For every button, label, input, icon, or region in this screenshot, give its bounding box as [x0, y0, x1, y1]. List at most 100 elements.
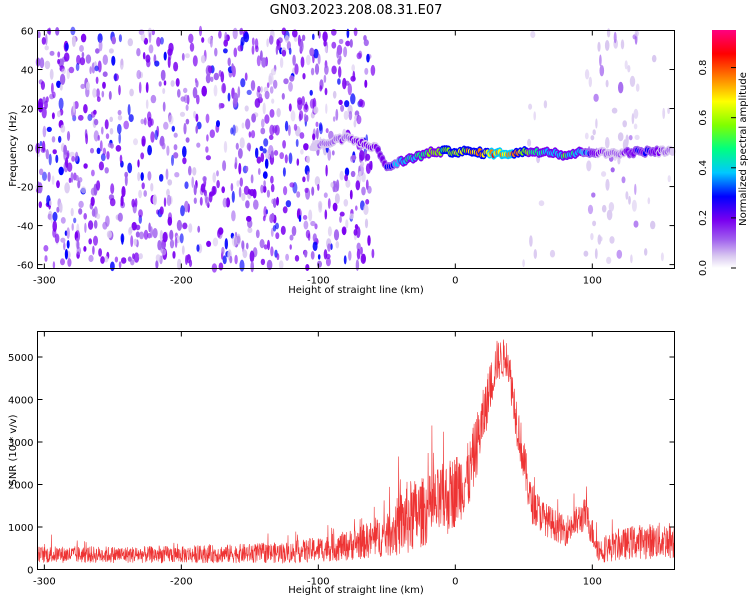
heatmap-cell — [263, 244, 268, 250]
heatmap-cell — [365, 153, 371, 161]
heatmap-cell — [238, 162, 242, 175]
y-tick-label: 40 — [21, 66, 34, 77]
heatmap-cell — [80, 83, 86, 89]
heatmap-cell — [335, 108, 339, 121]
heatmap-cell — [244, 72, 248, 81]
heatmap-cell — [370, 64, 376, 76]
heatmap-cell — [109, 128, 114, 135]
heatmap-cell — [313, 106, 319, 114]
heatmap-cell — [317, 183, 320, 191]
heatmap-cell — [128, 226, 133, 234]
heatmap-cell — [338, 38, 344, 45]
heatmap-cell — [338, 99, 343, 105]
heatmap-cell — [150, 94, 157, 104]
heatmap-cell — [657, 28, 663, 36]
heatmap-cell — [667, 107, 670, 115]
heatmap-cell — [151, 29, 155, 36]
heatmap-cell — [102, 54, 109, 66]
heatmap-cell — [634, 30, 639, 37]
heatmap-cell — [85, 81, 90, 91]
heatmap-cell — [192, 167, 197, 176]
heatmap-cell — [353, 229, 358, 236]
heatmap-cell — [39, 168, 44, 176]
heatmap-cell — [605, 178, 610, 191]
heatmap-cell — [627, 65, 631, 73]
heatmap-cell — [196, 121, 202, 130]
heatmap-cell — [257, 85, 261, 93]
heatmap-cell — [260, 86, 263, 93]
heatmap-cell — [317, 53, 321, 65]
heatmap-cell — [584, 132, 589, 140]
heatmap-cell — [83, 246, 87, 252]
heatmap-cell — [51, 82, 54, 94]
snr-y-label: SNR (10 * v/v) — [8, 414, 19, 485]
heatmap-cell — [342, 77, 347, 90]
figure-title: GN03.2023.208.08.31.E07 — [270, 3, 443, 18]
heatmap-cell — [333, 183, 339, 193]
y-tick-label: -60 — [17, 261, 33, 272]
heatmap-cell — [48, 153, 52, 166]
heatmap-cell — [117, 212, 123, 222]
heatmap-cell — [306, 155, 311, 164]
heatmap-cell — [278, 260, 284, 270]
heatmap-cell — [361, 186, 366, 196]
heatmap-cell — [262, 171, 268, 179]
spectrogram-y-axis: 60 40 20 0 -20 -40 -60 — [17, 27, 675, 272]
heatmap-cell — [196, 244, 200, 252]
heatmap-cell — [631, 113, 635, 125]
heatmap-cell — [630, 254, 633, 264]
heatmap-cell — [281, 49, 287, 57]
heatmap-cell — [590, 135, 595, 141]
heatmap-cell — [54, 233, 60, 244]
heatmap-cell — [533, 249, 537, 259]
heatmap-cell — [234, 254, 238, 265]
heatmap-cell — [344, 167, 350, 177]
heatmap-cell — [343, 110, 349, 120]
heatmap-cell — [138, 81, 142, 94]
heatmap-cell — [255, 229, 260, 239]
heatmap-cell — [223, 141, 228, 153]
heatmap-cell — [127, 38, 133, 47]
heatmap-cell — [584, 81, 588, 88]
y-tick-label: 0 — [27, 566, 33, 577]
heatmap-cell — [651, 47, 655, 55]
heatmap-cell — [78, 208, 83, 215]
heatmap-cell — [38, 201, 42, 209]
heatmap-cell — [633, 220, 639, 228]
heatmap-cell — [345, 40, 351, 47]
heatmap-cell — [132, 253, 135, 260]
heatmap-cell — [610, 167, 615, 173]
heatmap-cell — [46, 126, 52, 132]
heatmap-cell — [611, 107, 618, 114]
heatmap-cell — [583, 250, 589, 257]
y-tick-label: -40 — [17, 222, 33, 233]
heatmap-cell — [290, 110, 296, 122]
heatmap-cell — [39, 141, 43, 147]
heatmap-cell — [83, 213, 87, 220]
heatmap-cell — [52, 211, 58, 222]
heatmap-cell — [627, 246, 634, 252]
heatmap-cell — [205, 146, 209, 153]
heatmap-cell — [143, 229, 149, 240]
heatmap-cell — [644, 248, 648, 256]
heatmap-cell — [244, 105, 249, 112]
colorbar-tick-label: 0.4 — [698, 160, 709, 176]
heatmap-cell — [105, 133, 110, 140]
heatmap-cell — [216, 170, 219, 177]
heatmap-cell — [157, 240, 162, 251]
heatmap-cell — [102, 221, 108, 230]
heatmap-cell — [200, 55, 206, 64]
heatmap-cell — [268, 134, 274, 140]
heatmap-cell — [196, 142, 201, 148]
heatmap-cell — [232, 124, 236, 136]
heatmap-cell — [191, 176, 194, 188]
heatmap-cell — [275, 222, 279, 230]
heatmap-cell — [310, 67, 315, 76]
heatmap-cell — [264, 158, 269, 169]
heatmap-cell — [127, 162, 133, 174]
heatmap-cell — [197, 225, 201, 233]
heatmap-cell — [343, 255, 347, 265]
heatmap-cell — [280, 225, 286, 235]
heatmap-cell — [305, 229, 311, 239]
heatmap-cell — [205, 113, 210, 124]
